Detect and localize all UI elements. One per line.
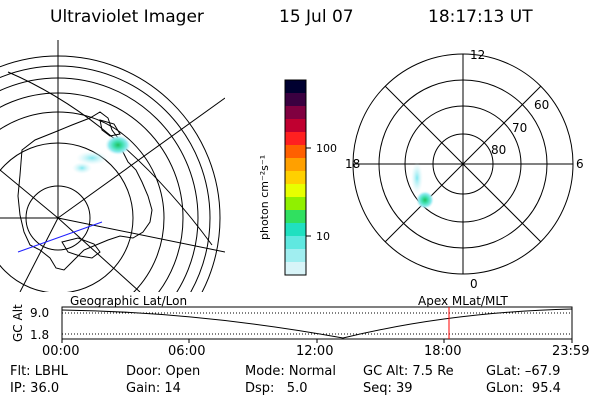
status-glon: GLon: 95.4 [486, 381, 561, 396]
status-gc-alt: GC Alt: 7.5 Re [363, 364, 454, 379]
status-glat: GLat: –67.9 [486, 364, 561, 379]
color-bar-segment [285, 262, 306, 276]
status-mode: Mode: Normal [245, 364, 336, 379]
color-bar-segment [285, 171, 306, 185]
color-bar-segment [285, 106, 306, 120]
color-bar-segment [285, 132, 306, 146]
timeline-ticks [61, 339, 573, 343]
geographic-label: Geographic Lat/Lon [70, 294, 188, 308]
polar-label-6: 6 [576, 157, 584, 171]
color-bar-unit-label: photon cm⁻²s⁻¹ [258, 154, 271, 240]
gc-alt-curve [61, 308, 573, 339]
gc-alt-max: 9.0 [30, 306, 50, 320]
geo-view-edge [7, 71, 213, 246]
color-bar-frame [284, 79, 307, 276]
polar-aurora-faint [411, 162, 423, 194]
polar-plot [352, 53, 574, 275]
polar-label-18: 18 [345, 157, 361, 171]
polar-label-12: 12 [470, 48, 486, 62]
geo-meridian [57, 217, 141, 292]
status-ip: IP: 36.0 [10, 381, 60, 396]
color-bar-segment [285, 93, 306, 107]
time-label: 18:17:13 UT [428, 7, 533, 27]
geo-meridian [19, 217, 59, 292]
instrument-title: Ultraviolet Imager [50, 7, 204, 27]
timeline-tick-1: 06:00 [168, 344, 206, 359]
antarctic-coastline [17, 111, 153, 271]
geo-aurora-faint [76, 151, 108, 165]
timeline-tick-3: 18:00 [424, 344, 462, 359]
polar-label-60: 60 [534, 98, 550, 112]
timeline-tick-2: 12:00 [296, 344, 334, 359]
status-filter: Flt: LBHL [10, 364, 68, 379]
status-seq: Seq: 39 [363, 381, 413, 396]
geo-meridian [57, 97, 225, 219]
color-bar-segment [285, 80, 306, 94]
apex-label: Apex MLat/MLT [418, 294, 508, 308]
status-gain: Gain: 14 [126, 381, 181, 396]
geo-aurora-spot [105, 135, 131, 155]
status-dsp: Dsp: 5.0 [245, 381, 308, 396]
geo-aurora-faint [72, 162, 92, 174]
color-bar-segment [285, 184, 306, 198]
status-door: Door: Open [126, 364, 201, 379]
polar-label-0: 0 [470, 277, 478, 291]
color-bar [285, 80, 306, 276]
color-bar-segment [285, 197, 306, 211]
color-bar-segment [285, 223, 306, 237]
geo-blue-line [17, 221, 103, 253]
gc-alt-axis-label: GC Alt [11, 304, 25, 342]
geographic-map [0, 40, 225, 292]
color-bar-segment [285, 249, 306, 263]
polar-aurora-spot [416, 191, 434, 209]
color-bar-segment [285, 236, 306, 250]
color-bar-segment [285, 158, 306, 172]
color-bar-segment [285, 119, 306, 133]
coastline-detail [99, 119, 121, 137]
color-bar-label-100: 100 [316, 142, 337, 155]
geo-meridian [57, 217, 225, 253]
date-label: 15 Jul 07 [279, 7, 354, 27]
coastline-detail [61, 237, 101, 259]
color-bar-segment [285, 210, 306, 224]
gc-alt-min: 1.8 [30, 328, 50, 342]
polar-meridian-diag [384, 85, 542, 243]
polar-label-80: 80 [491, 143, 507, 157]
timeline-tick-0: 00:00 [42, 344, 80, 359]
color-bar-label-10: 10 [316, 230, 330, 243]
polar-label-70: 70 [512, 121, 528, 135]
timeline-tick-4: 23:59 [552, 344, 590, 359]
color-bar-segment [285, 145, 306, 159]
geo-meridian [0, 169, 59, 219]
